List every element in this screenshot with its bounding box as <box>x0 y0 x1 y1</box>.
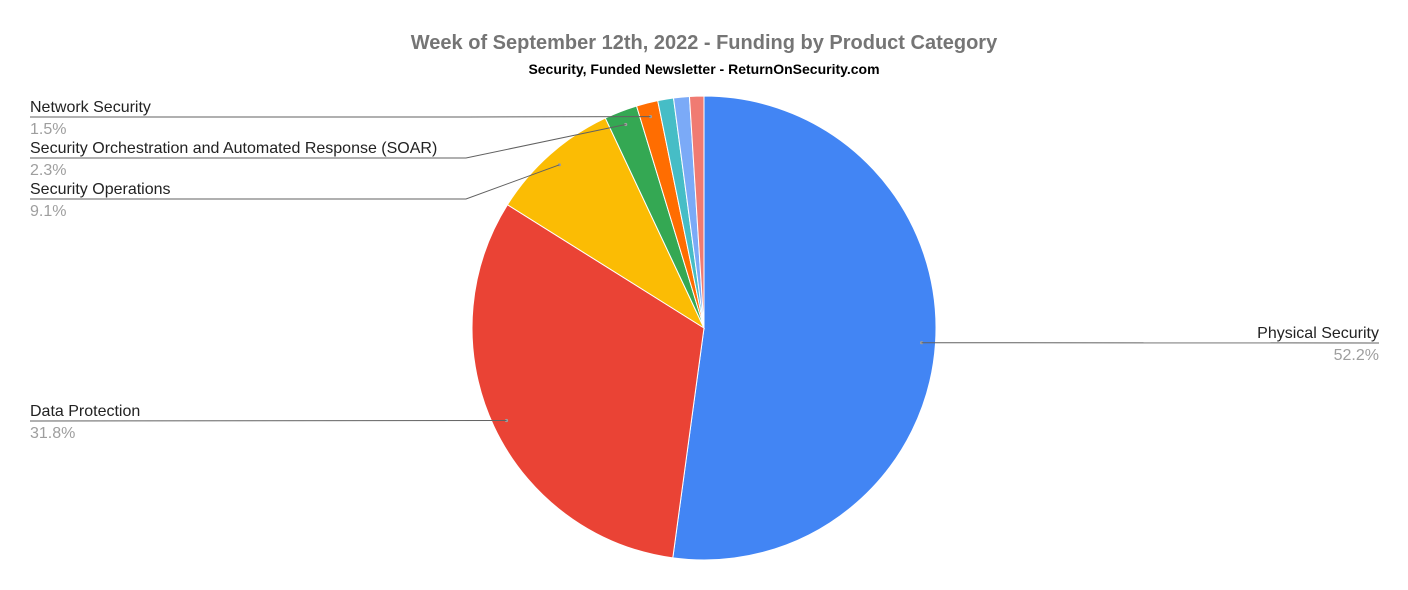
slice-label: Physical Security <box>1257 325 1379 342</box>
pie-slice <box>471 204 705 559</box>
slice-label: Network Security <box>30 99 151 116</box>
slice-percent-label: 52.2% <box>1334 347 1379 364</box>
slice-percent-label: 1.5% <box>30 121 66 138</box>
leader-line <box>30 164 560 200</box>
slice-label: Data Protection <box>30 403 140 420</box>
slice-percent-label: 31.8% <box>30 425 75 442</box>
pie-slice <box>672 95 937 561</box>
leader-line <box>29 420 507 422</box>
slice-label: Security Operations <box>30 181 171 198</box>
slice-percent-label: 2.3% <box>30 162 66 179</box>
leader-line <box>30 124 626 159</box>
leader-dot <box>624 122 628 127</box>
pie-slices <box>471 95 937 561</box>
pie-slice <box>506 117 706 330</box>
slice-label: Security Orchestration and Automated Res… <box>30 140 437 157</box>
chart-subtitle: Security, Funded Newsletter - ReturnOnSe… <box>528 61 879 77</box>
slice-percent-label: 9.1% <box>30 203 66 220</box>
chart-title: Week of September 12th, 2022 - Funding b… <box>411 32 998 54</box>
slice-labels: Physical Security 52.2% Data Protection 31.… <box>29 99 1380 442</box>
pie-slice <box>688 95 705 329</box>
